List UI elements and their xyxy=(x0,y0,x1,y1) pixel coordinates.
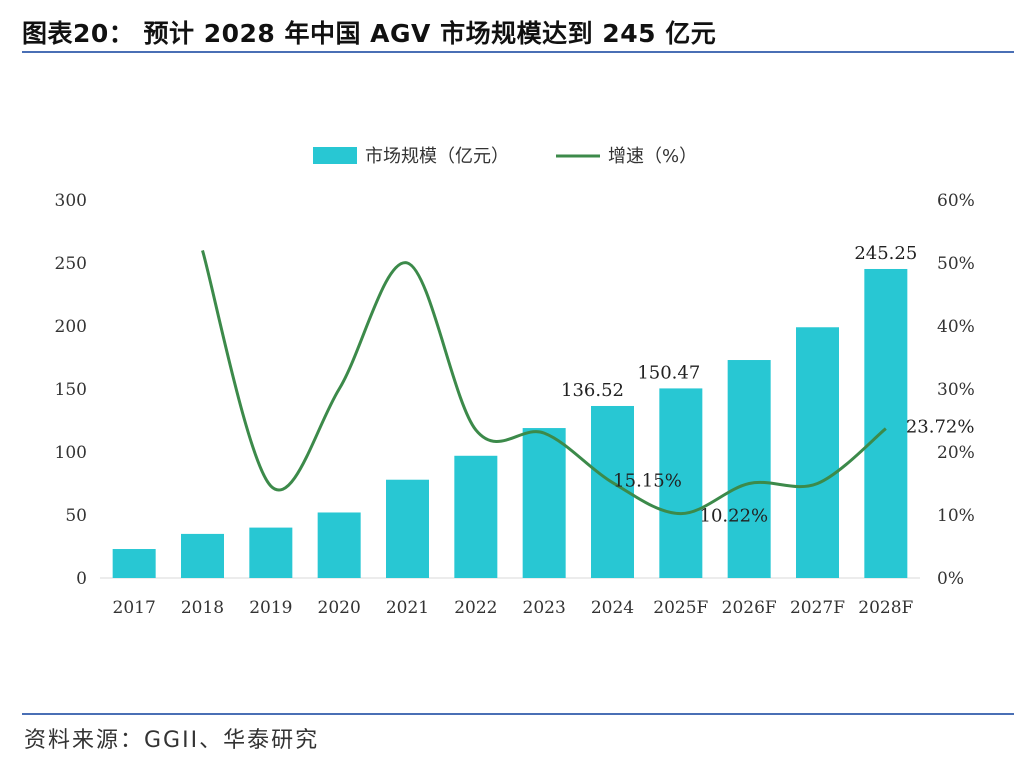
bar xyxy=(727,360,771,578)
legend-swatch-bar xyxy=(313,147,357,164)
x-tick-label: 2022 xyxy=(454,598,497,618)
bar xyxy=(386,479,429,578)
y-right-tick-label: 30% xyxy=(937,380,975,400)
data-label: 10.22% xyxy=(700,506,769,527)
x-tick-label: 2019 xyxy=(249,598,292,618)
x-tick-label: 2025F xyxy=(653,598,708,618)
data-label: 245.25 xyxy=(854,243,917,264)
data-label: 15.15% xyxy=(613,471,682,492)
x-tick-label: 2017 xyxy=(113,598,156,618)
bar xyxy=(864,268,908,578)
top-rule xyxy=(22,51,1014,53)
y-left-tick-label: 100 xyxy=(55,443,87,463)
bar xyxy=(317,512,361,578)
y-right-tick-label: 60% xyxy=(937,191,975,211)
y-left-tick-label: 300 xyxy=(55,191,87,211)
combo-chart: 0 50 100 150 200 250 300 0% 10% 20% 30% 40% 50% 60% 20… xyxy=(55,146,975,618)
bar xyxy=(796,327,839,578)
bar xyxy=(659,388,703,578)
y-left-tick-label: 250 xyxy=(55,254,87,274)
data-label: 23.72% xyxy=(906,417,975,438)
bar xyxy=(522,428,566,578)
legend-label-bar: 市场规模（亿元） xyxy=(365,146,509,167)
x-tick-label: 2023 xyxy=(523,598,566,618)
y-left-tick-label: 0 xyxy=(76,569,87,589)
y-right-tick-label: 40% xyxy=(937,317,975,337)
x-tick-label: 2018 xyxy=(181,598,224,618)
x-tick-label: 2028F xyxy=(858,598,913,618)
x-tick-label: 2026F xyxy=(722,598,777,618)
x-tick-label: 2027F xyxy=(790,598,845,618)
bar xyxy=(454,455,498,578)
figure-title: 图表20： 预计 2028 年中国 AGV 市场规模达到 245 亿元 xyxy=(22,19,717,48)
y-right-tick-label: 20% xyxy=(937,443,975,463)
bar xyxy=(181,533,224,578)
source-note: 资料来源：GGII、华泰研究 xyxy=(24,728,320,753)
bottom-rule xyxy=(22,713,1014,715)
bar xyxy=(112,549,156,578)
y-right-tick-label: 10% xyxy=(937,506,975,526)
y-left-tick-label: 150 xyxy=(55,380,87,400)
data-label: 150.47 xyxy=(637,362,700,383)
y-left-tick-label: 200 xyxy=(55,317,87,337)
data-label: 136.52 xyxy=(561,380,624,401)
bar xyxy=(249,527,293,578)
x-tick-label: 2021 xyxy=(386,598,429,618)
y-right-tick-label: 0% xyxy=(937,569,964,589)
y-right-tick-label: 50% xyxy=(937,254,975,274)
legend-label-line: 增速（%） xyxy=(608,146,697,167)
growth-line xyxy=(201,249,887,516)
y-left-tick-label: 50 xyxy=(65,506,87,526)
x-tick-label: 2024 xyxy=(591,598,634,618)
x-tick-label: 2020 xyxy=(318,598,361,618)
